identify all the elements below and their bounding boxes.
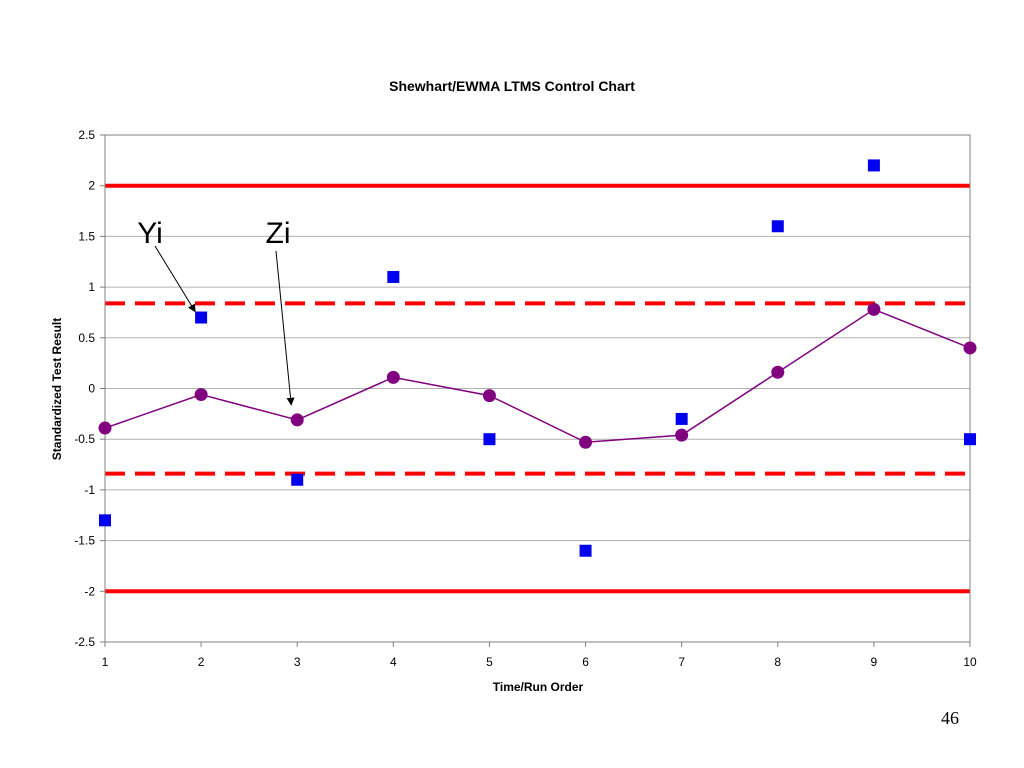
yi-point bbox=[579, 544, 592, 557]
x-tick-label: 8 bbox=[774, 655, 781, 669]
annotation-yi-label: Yi bbox=[137, 217, 163, 250]
zi-point bbox=[482, 389, 496, 403]
x-tick-label: 4 bbox=[390, 655, 397, 669]
y-tick-label: -1.5 bbox=[74, 534, 95, 548]
annotations: Yi Zi bbox=[137, 217, 295, 406]
x-axis-label: Time/Run Order bbox=[493, 680, 584, 694]
y-tick-label: 1 bbox=[88, 280, 95, 294]
y-axis-ticks: 2.5 2 1.5 1 0.5 0 -0.5 -1 -1.5 -2 -2.5 bbox=[74, 128, 105, 649]
annotation-arrow bbox=[275, 250, 295, 406]
y-tick-label: 2.5 bbox=[78, 128, 95, 142]
x-tick-label: 5 bbox=[486, 655, 493, 669]
y-tick-label: -2.5 bbox=[74, 635, 95, 649]
gridlines bbox=[105, 134, 970, 643]
y-tick-label: 2 bbox=[88, 179, 95, 193]
x-axis-ticks: 1 2 3 4 5 6 7 8 9 10 bbox=[102, 642, 977, 669]
ewma-series-line bbox=[104, 308, 971, 444]
yi-point bbox=[964, 433, 976, 446]
data-series bbox=[98, 159, 977, 557]
y-tick-label: 1.5 bbox=[78, 229, 95, 243]
x-tick-label: 2 bbox=[198, 655, 205, 669]
chart-title: Shewhart/EWMA LTMS Control Chart bbox=[389, 78, 635, 94]
zi-point bbox=[98, 421, 112, 435]
y-tick-label: -2 bbox=[84, 584, 95, 598]
x-tick-label: 6 bbox=[582, 655, 589, 669]
x-tick-label: 7 bbox=[678, 655, 685, 669]
zi-point bbox=[290, 413, 304, 427]
x-tick-label: 10 bbox=[963, 655, 977, 669]
y-tick-label: 0.5 bbox=[78, 331, 95, 345]
zi-point bbox=[675, 428, 689, 442]
zi-point bbox=[771, 365, 785, 379]
x-tick-label: 1 bbox=[102, 655, 109, 669]
yi-point bbox=[675, 412, 688, 425]
y-tick-label: -0.5 bbox=[74, 432, 95, 446]
zi-point bbox=[963, 341, 977, 355]
y-tick-label: -1 bbox=[84, 483, 95, 497]
yi-point bbox=[99, 514, 111, 527]
page-number: 46 bbox=[941, 708, 959, 728]
yi-point bbox=[387, 270, 400, 283]
control-limits bbox=[105, 183, 970, 594]
yi-point bbox=[867, 159, 880, 172]
zi-point bbox=[579, 435, 593, 449]
annotation-zi-label: Zi bbox=[266, 217, 291, 250]
x-tick-label: 9 bbox=[871, 655, 878, 669]
y-axis-label: Standardized Test Result bbox=[50, 318, 64, 460]
x-tick-label: 3 bbox=[294, 655, 301, 669]
yi-point bbox=[483, 433, 496, 446]
zi-point bbox=[386, 370, 400, 384]
yi-point bbox=[771, 220, 784, 233]
annotation-arrow bbox=[154, 245, 196, 313]
zi-point bbox=[194, 388, 208, 402]
y-tick-label: 0 bbox=[88, 382, 95, 396]
zi-point bbox=[867, 302, 881, 316]
yi-point bbox=[195, 311, 208, 324]
yi-point bbox=[291, 473, 304, 486]
